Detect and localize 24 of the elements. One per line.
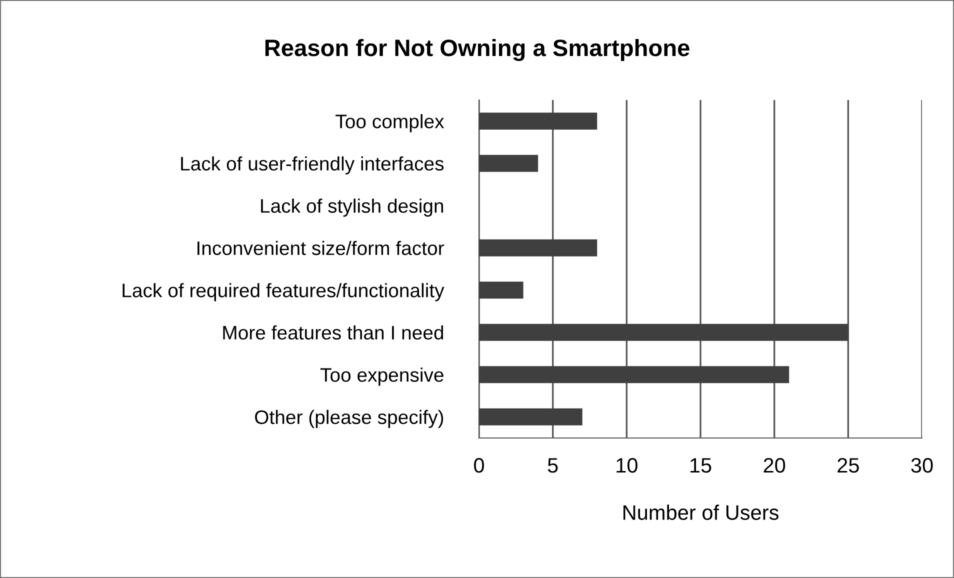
bar: [479, 154, 538, 172]
x-tick-label: 25: [838, 458, 859, 473]
x-tick-label: 20: [764, 458, 786, 473]
y-tick-label: Lack of user-friendly interfaces: [181, 156, 444, 174]
x-tick-label: 5: [548, 458, 558, 473]
y-tick-label: Too complex: [336, 114, 444, 132]
y-tick-label: Lack of required features/functionality: [122, 283, 444, 302]
x-tick-label: 30: [911, 458, 933, 473]
bar: [479, 408, 582, 426]
x-tick-label: 10: [616, 458, 638, 473]
y-tick-label: Lack of stylish design: [261, 198, 444, 217]
bar: [479, 239, 598, 256]
bar: [479, 324, 848, 341]
x-tick-label: 0: [474, 458, 484, 473]
bar: [479, 112, 598, 130]
y-tick-label: Other (please specify): [255, 410, 444, 428]
x-axis-title: Number of Users: [623, 504, 778, 520]
bar: [479, 282, 524, 299]
y-tick-label: Too expensive: [320, 368, 444, 386]
x-tick-label: 15: [690, 458, 712, 473]
chart-title: Reason for Not Owning a Smartphone: [265, 38, 690, 62]
bar: [479, 366, 790, 384]
y-tick-label: Inconvenient size/form factor: [198, 240, 444, 256]
y-tick-label: More features than I need: [223, 325, 444, 340]
